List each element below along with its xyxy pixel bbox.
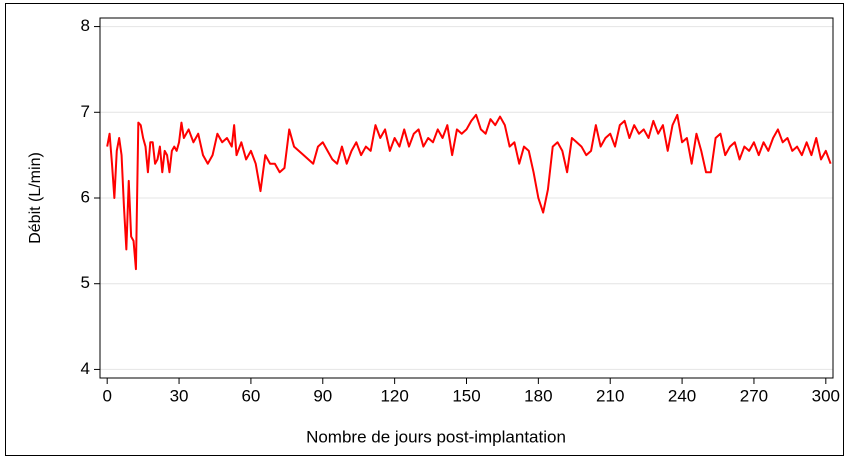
x-tick-label: 300	[812, 386, 840, 405]
x-tick-label: 30	[170, 386, 189, 405]
x-tick-label: 150	[452, 386, 480, 405]
y-axis-label: Débit (L/min)	[27, 152, 44, 244]
y-tick-label: 8	[81, 16, 90, 35]
x-tick-label: 60	[241, 386, 260, 405]
y-tick-label: 7	[81, 102, 90, 121]
y-tick-label: 4	[81, 359, 90, 378]
y-tick-label: 6	[81, 187, 90, 206]
x-tick-label: 120	[380, 386, 408, 405]
x-tick-label: 180	[524, 386, 552, 405]
x-tick-label: 240	[668, 386, 696, 405]
x-tick-label: 0	[102, 386, 111, 405]
x-axis-label: Nombre de jours post-implantation	[306, 427, 566, 446]
x-tick-label: 90	[313, 386, 332, 405]
frame	[5, 3, 844, 456]
x-tick-label: 270	[740, 386, 768, 405]
x-tick-label: 210	[596, 386, 624, 405]
plot-frame	[99, 17, 834, 379]
y-tick-label: 5	[81, 273, 90, 292]
data-line	[106, 113, 832, 271]
